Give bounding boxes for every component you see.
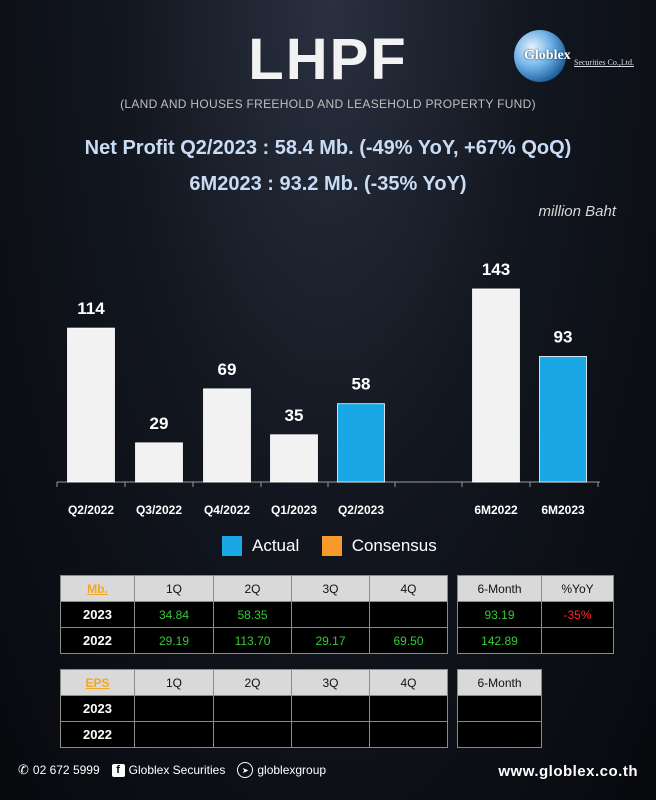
row-header-2022: 2022 [60,627,135,654]
facebook-name: Globlex Securities [128,763,226,777]
facebook-icon: f [111,763,125,777]
category-label: Q4/2022 [204,503,250,517]
six-month-table: 6-Month %YoY 93.19 -35% 142.89 [457,575,614,654]
bar-q3-2022 [135,442,183,483]
table-cell [134,695,214,722]
table-corner-mb: Mb. [60,575,135,602]
headline-net-profit: Net Profit Q2/2023 : 58.4 Mb. (-49% YoY,… [84,137,572,159]
col-header-2q: 2Q [213,575,292,602]
table-cell [369,695,448,722]
table-cell: 93.19 [457,601,542,628]
table-cell [369,601,448,628]
page-title: LHPF [248,27,408,92]
footer-contacts: ✆ 02 672 5999 f Globlex Securities ➤ glo… [18,762,338,778]
table-cell: 34.84 [134,601,214,628]
legend-label-actual: Actual [252,536,300,555]
unit-label: million Baht [538,203,616,220]
net-profit-bar-chart: 114 Q2/2022 29 Q3/2022 69 Q4/2022 35 Q1/2023 58 Q… [56,260,600,517]
col-header-yoy: %YoY [541,575,614,602]
col-header-4q: 4Q [369,575,448,602]
row-header-2023: 2023 [60,695,135,722]
data-label: 29 [150,414,169,433]
footer-phone[interactable]: ✆ 02 672 5999 [18,762,100,778]
bar-q2-2022 [67,327,115,483]
col-header-4q: 4Q [369,669,448,696]
legend-item-consensus: Consensus [321,536,437,556]
bar-q4-2022 [203,388,251,483]
table-cell: -35% [541,601,614,628]
data-label: 35 [285,406,304,425]
col-header-6-month: 6-Month [457,669,542,696]
legend-swatch-actual [222,536,242,556]
category-label: Q3/2022 [136,503,182,517]
eps-six-month-table: 6-Month [457,669,542,748]
table-cell [541,627,614,654]
website-link[interactable]: www.globlex.co.th [498,763,638,780]
table-cell [457,721,542,748]
footer-facebook[interactable]: f Globlex Securities [111,763,226,777]
chart-legend: Actual Consensus [222,536,455,560]
row-header-2022: 2022 [60,721,135,748]
category-label: 6M2022 [474,503,518,517]
table-cell: 69.50 [369,627,448,654]
bar-q1-2023 [270,434,318,483]
telegram-icon: ➤ [237,762,254,778]
col-header-1q: 1Q [134,669,214,696]
table-cell [457,695,542,722]
table-cell [291,721,370,748]
footer-telegram[interactable]: ➤ globlexgroup [237,762,326,778]
table-cell [134,721,214,748]
col-header-3q: 3Q [291,575,370,602]
eps-quarter-table: EPS 1Q 2Q 3Q 4Q 2023 2022 [60,669,448,748]
legend-label-consensus: Consensus [351,536,437,555]
data-label: 69 [218,360,237,379]
table-cell: 142.89 [457,627,542,654]
col-header-6-month: 6-Month [457,575,542,602]
row-header-2023: 2023 [60,601,135,628]
headline-6m: 6M2023 : 93.2 Mb. (-35% YoY) [189,173,467,195]
table-cell: 29.17 [291,627,370,654]
phone-icon: ✆ [18,762,29,777]
data-label: 114 [77,299,105,318]
table-cell: 29.19 [134,627,214,654]
globe-icon [514,30,566,82]
data-label: 93 [554,327,573,346]
legend-item-actual: Actual [222,536,299,556]
table-cell [213,695,292,722]
logo-wordmark: Globlex [524,48,571,63]
bar-6m2023 [539,356,587,483]
table-cell [369,721,448,748]
category-label: 6M2023 [541,503,585,517]
telegram-name: globlexgroup [257,763,327,777]
col-header-1q: 1Q [134,575,214,602]
col-header-2q: 2Q [213,669,292,696]
table-cell [291,601,370,628]
page-subtitle: (LAND AND HOUSES FREEHOLD AND LEASEHOLD … [120,97,536,111]
legend-swatch-consensus [321,536,342,556]
globlex-logo: Globlex Securities Co.,Ltd. [514,30,634,82]
bar-6m2022 [472,288,520,483]
data-label: 143 [482,260,510,279]
category-label: Q1/2023 [271,503,317,517]
data-label: 58 [352,375,371,394]
bar-q2-2023 [337,403,385,483]
table-corner-eps: EPS [60,669,135,696]
net-profit-quarter-table: Mb. 1Q 2Q 3Q 4Q 2023 34.84 58.35 2022 29… [60,575,448,654]
table-cell [213,721,292,748]
table-cell: 113.70 [213,627,292,654]
logo-subtext: Securities Co.,Ltd. [574,58,634,67]
category-label: Q2/2023 [338,503,384,517]
col-header-3q: 3Q [291,669,370,696]
table-cell [291,695,370,722]
table-cell: 58.35 [213,601,292,628]
phone-number: 02 672 5999 [32,763,100,777]
category-label: Q2/2022 [68,503,114,517]
